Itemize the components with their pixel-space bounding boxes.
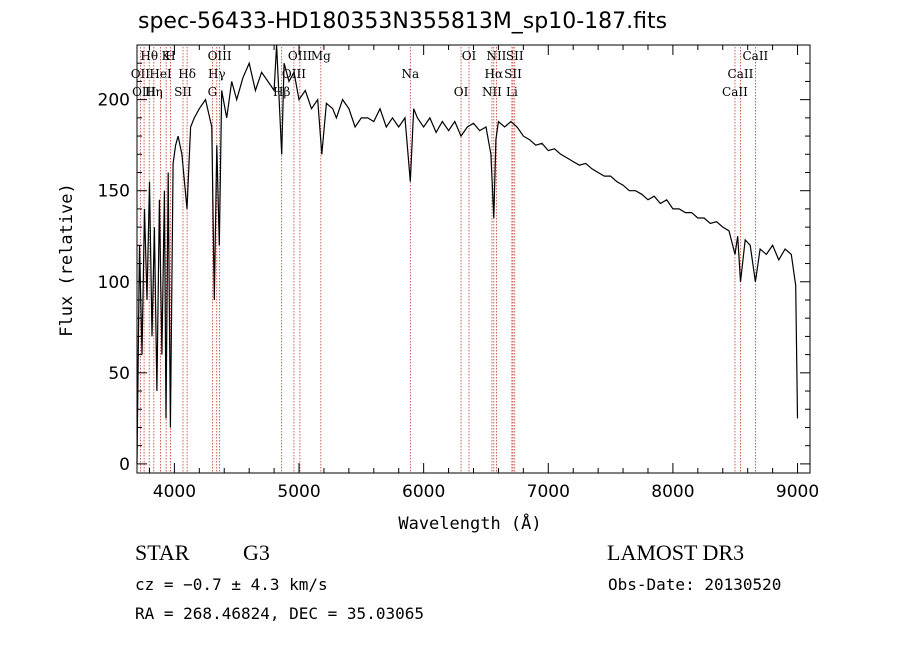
line-label: G [208, 85, 218, 99]
line-label: Hα [485, 67, 504, 81]
x-tick-label: 9000 [776, 482, 819, 502]
y-axis-label: Flux (relative) [57, 183, 77, 337]
line-label: NII [486, 49, 506, 63]
spectrum-line [136, 44, 799, 464]
line-label: OI [454, 85, 469, 99]
line-label: H [165, 49, 175, 63]
line-label: Hβ [273, 85, 290, 99]
x-tick-label: 6000 [402, 482, 445, 502]
redshift-velocity: cz = −0.7 ± 4.3 km/s [135, 575, 328, 594]
line-label: CaII [728, 67, 754, 81]
y-axis: 0 50 100 150 200 [98, 62, 810, 475]
x-tick-label: 8000 [651, 482, 694, 502]
x-axis: 4000 5000 6000 7000 8000 9000 [148, 45, 819, 502]
line-label: Li [506, 85, 518, 99]
line-label: Hθ [140, 49, 158, 63]
object-subclass: G3 [243, 540, 270, 565]
y-tick-label: 100 [98, 273, 130, 293]
line-label: Hγ [208, 67, 226, 81]
y-tick-label: 0 [119, 455, 130, 475]
x-tick-label: 7000 [527, 482, 570, 502]
chart-title: spec-56433-HD180353N355813M_sp10-187.fit… [138, 9, 668, 34]
x-tick-label: 4000 [153, 482, 196, 502]
line-label: SII [174, 85, 192, 99]
x-tick-label: 5000 [277, 482, 320, 502]
line-label: OIII [132, 85, 156, 99]
y-tick-label: 200 [98, 91, 130, 111]
survey-name: LAMOST DR3 [607, 540, 745, 565]
line-label: SII [504, 67, 522, 81]
observation-date: Obs-Date: 20130520 [608, 575, 782, 594]
coordinates: RA = 268.46824, DEC = 35.03065 [135, 604, 424, 623]
x-axis-label: Wavelength (Å) [398, 512, 541, 534]
plot-frame [136, 44, 811, 474]
line-label: CaII [722, 85, 748, 99]
line-label: OII [131, 67, 151, 81]
line-label: Na [401, 67, 419, 81]
object-class: STAR [135, 540, 190, 565]
line-label: Hδ [178, 67, 196, 81]
y-tick-label: 50 [108, 364, 130, 384]
line-label: SII [506, 49, 524, 63]
line-label: Hη [145, 85, 163, 99]
line-label: HeI [149, 67, 172, 81]
line-label: K [162, 49, 172, 63]
line-label: OI [462, 49, 477, 63]
line-labels: HθOIIOIIIKHeIHηHHδSIIOIIIHγGOIIIOIIIHβMg… [131, 49, 769, 99]
line-label: Mg [311, 49, 331, 63]
line-label: OIII [208, 49, 232, 63]
line-label: NII [482, 85, 502, 99]
line-label: CaII [742, 49, 768, 63]
line-markers [139, 47, 756, 473]
y-tick-label: 150 [98, 182, 130, 202]
line-label: OIII [288, 49, 312, 63]
